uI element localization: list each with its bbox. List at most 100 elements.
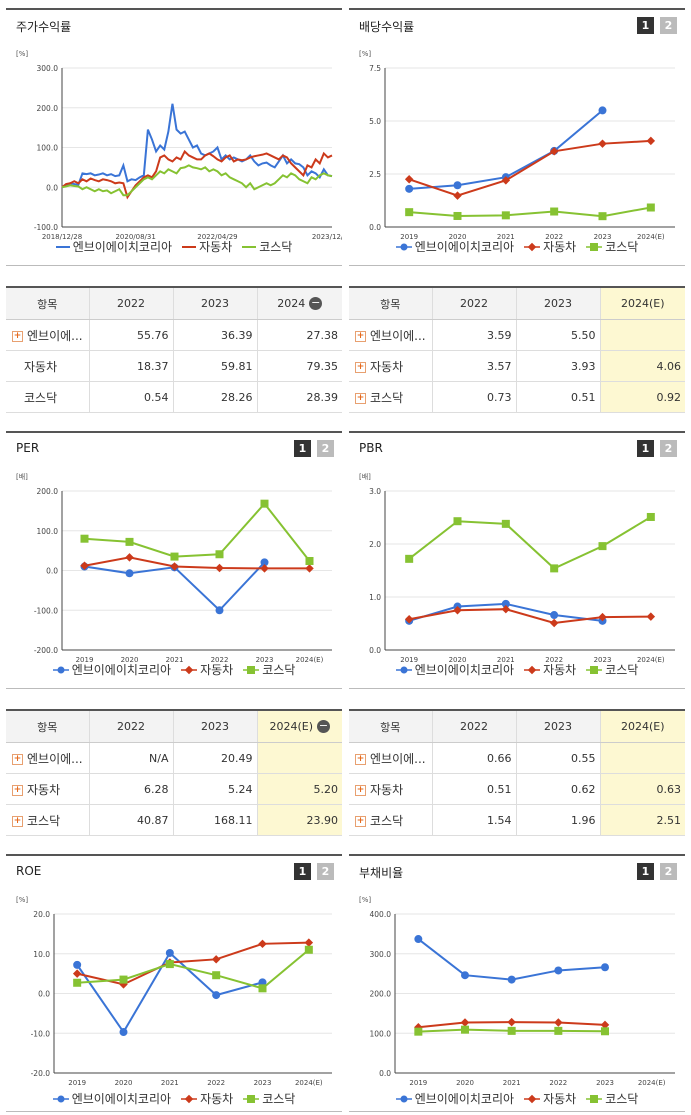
page-2-button[interactable]: 2 — [317, 440, 334, 457]
page-1-button[interactable]: 1 — [637, 17, 654, 34]
legend-item[interactable]: 자동차 — [524, 661, 576, 678]
dividend-yield-table: 항목 2022 2023 2024(E) + 엔브이에... 3.59 5.50 + 자… — [349, 286, 685, 413]
data-point — [550, 611, 559, 620]
data-point — [125, 537, 134, 546]
y-tick-label: 5.0 — [369, 117, 381, 126]
x-tick-label: 2023 — [254, 1079, 272, 1087]
table-cell: 0.92 — [599, 381, 685, 413]
legend-circle-icon — [52, 1095, 69, 1102]
legend-item[interactable]: 엔브이에이치코리아 — [395, 1090, 514, 1107]
table-cell: 40.87 — [88, 804, 173, 836]
legend-item[interactable]: 코스닥 — [586, 238, 638, 255]
data-point — [304, 938, 314, 947]
header-cell: 항목 — [6, 286, 89, 320]
x-tick-label: 2020/08/31 — [115, 233, 155, 241]
header-cell: 2023 — [172, 709, 257, 743]
page-2-button[interactable]: 2 — [660, 17, 677, 34]
y-tick-label: -10.0 — [31, 1029, 51, 1038]
page-1-button[interactable]: 1 — [637, 440, 654, 457]
table-cell: 0.51 — [431, 773, 516, 805]
legend-item[interactable]: 코스닥 — [243, 661, 295, 678]
data-point — [125, 553, 134, 562]
y-tick-label: 0.0 — [38, 990, 50, 999]
legend-item[interactable]: 자동차 — [181, 661, 233, 678]
page-2-button[interactable]: 2 — [317, 863, 334, 880]
row-label: + 엔브이에... — [349, 319, 432, 351]
table-cell: 28.26 — [172, 381, 257, 413]
row-name: 엔브이에... — [27, 751, 83, 766]
legend-item[interactable]: 자동차 — [524, 1090, 576, 1107]
series-line — [77, 949, 310, 990]
page-buttons: 1 2 — [294, 440, 334, 457]
page-buttons: 1 2 — [637, 863, 677, 880]
legend-item[interactable]: 엔브이에이치코리아 — [52, 1090, 171, 1107]
y-tick-label: 20.0 — [33, 910, 50, 919]
data-point — [646, 512, 655, 521]
collapse-icon[interactable]: − — [309, 296, 323, 311]
y-tick-label: 0.0 — [369, 646, 381, 655]
collapse-icon[interactable]: − — [317, 719, 331, 734]
page-buttons: 1 2 — [637, 17, 677, 34]
page-1-button[interactable]: 1 — [294, 440, 311, 457]
chart-legend: 엔브이에이치코리아 자동차 코스닥 — [349, 238, 685, 255]
legend-label: 엔브이에이치코리아 — [72, 240, 173, 254]
table-cell: 18.37 — [88, 350, 173, 382]
data-point — [601, 1027, 609, 1036]
row-label: + 코스닥 — [6, 804, 89, 836]
table-row: + 코스닥 40.87 168.11 23.90 — [6, 804, 342, 836]
legend-item[interactable]: 엔브이에이치코리아 — [395, 238, 514, 255]
legend-line-icon — [182, 245, 197, 248]
legend-item[interactable]: 자동차 — [181, 1090, 233, 1107]
expand-icon[interactable]: + — [355, 815, 366, 827]
legend-item[interactable]: 코스닥 — [586, 1090, 638, 1107]
data-point — [305, 556, 314, 565]
data-point — [212, 991, 221, 1000]
legend-square-icon — [586, 242, 603, 251]
expand-icon[interactable]: + — [355, 784, 366, 796]
page-1-button[interactable]: 1 — [637, 863, 654, 880]
x-tick-label: 2021 — [497, 656, 515, 664]
x-tick-label: 2019 — [400, 656, 418, 664]
table-cell: 3.59 — [431, 319, 516, 351]
legend-line-icon — [55, 245, 70, 248]
legend-label: 엔브이에이치코리아 — [71, 663, 172, 677]
legend-item[interactable]: 자동차 — [524, 238, 576, 255]
legend-item[interactable]: 엔브이에이치코리아 — [55, 238, 173, 255]
stock-return-table: 항목 2022 2023 2024− + 엔브이에... 55.76 36.39 27.… — [6, 286, 342, 413]
page-2-button[interactable]: 2 — [660, 440, 677, 457]
page-2-button[interactable]: 2 — [660, 863, 677, 880]
page-buttons: 1 2 — [294, 863, 334, 880]
expand-icon[interactable]: + — [12, 784, 23, 796]
y-tick-label: 1.0 — [369, 593, 381, 602]
row-name: 코스닥 — [370, 813, 404, 828]
row-label: + 자동차 — [6, 773, 89, 805]
expand-icon[interactable]: + — [355, 361, 366, 373]
y-tick-label: 2.0 — [369, 540, 381, 549]
table-cell: 23.90 — [256, 804, 342, 836]
data-point — [119, 975, 128, 984]
expand-icon[interactable]: + — [12, 815, 23, 827]
expand-icon[interactable]: + — [355, 330, 366, 342]
expand-icon[interactable]: + — [12, 753, 23, 765]
page-1-button[interactable]: 1 — [294, 863, 311, 880]
header-cell: 2022 — [88, 709, 173, 743]
expand-icon[interactable]: + — [355, 753, 366, 765]
table-row: 자동차 18.37 59.81 79.35 — [6, 350, 342, 382]
expand-icon[interactable]: + — [12, 330, 23, 342]
data-point — [80, 561, 89, 570]
y-tick-label: 10.0 — [33, 950, 50, 959]
row-name: 자동차 — [27, 782, 61, 797]
expand-icon[interactable]: + — [355, 392, 366, 404]
legend-item[interactable]: 엔브이에이치코리아 — [395, 661, 514, 678]
table-cell — [599, 742, 685, 774]
legend-item[interactable]: 코스닥 — [243, 1090, 295, 1107]
legend-item[interactable]: 코스닥 — [586, 661, 638, 678]
table-cell: 3.57 — [431, 350, 516, 382]
data-point — [73, 978, 82, 987]
legend-item[interactable]: 자동차 — [182, 238, 232, 255]
chart-legend: 엔브이에이치코리아 자동차 코스닥 — [349, 1090, 685, 1107]
legend-item[interactable]: 엔브이에이치코리아 — [52, 661, 172, 678]
row-name: 코스닥 — [370, 390, 404, 405]
legend-item[interactable]: 코스닥 — [242, 238, 292, 255]
x-tick-label: 2024(E) — [296, 656, 324, 664]
